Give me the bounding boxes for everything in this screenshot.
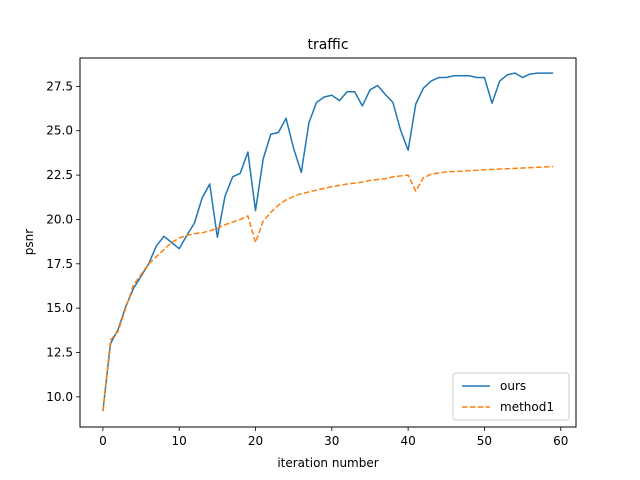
- y-axis-label: psnr: [22, 229, 36, 255]
- legend-label-ours: ours: [500, 379, 526, 393]
- x-tick-label: 50: [477, 434, 492, 448]
- y-tick-label: 27.5: [46, 79, 73, 93]
- plot-area: [102, 72, 554, 412]
- x-tick-label: 20: [248, 434, 263, 448]
- y-tick-label: 25.0: [46, 124, 73, 138]
- y-tick-label: 17.5: [46, 257, 73, 271]
- legend: ours method1: [452, 372, 570, 421]
- series-line-method1: [102, 165, 554, 412]
- axes-frame: [79, 57, 577, 428]
- x-axis-label: iteration number: [277, 456, 378, 470]
- y-tick-label: 12.5: [46, 345, 73, 359]
- series-line-ours: [102, 72, 554, 412]
- x-tick-label: 0: [99, 434, 107, 448]
- legend-box: [452, 372, 570, 421]
- legend-label-method1: method1: [500, 400, 554, 414]
- x-axis: 0 10 20 30 40 50 60: [99, 427, 568, 448]
- y-tick-label: 20.0: [46, 212, 73, 226]
- x-tick-label: 60: [553, 434, 568, 448]
- y-tick-label: 15.0: [46, 301, 73, 315]
- y-axis: 10.0 12.5 15.0 17.5 20.0 22.5 25.0 27.5: [46, 79, 80, 404]
- x-tick-label: 10: [172, 434, 187, 448]
- y-tick-label: 22.5: [46, 168, 73, 182]
- chart-title: traffic: [307, 37, 348, 53]
- x-tick-label: 40: [400, 434, 415, 448]
- x-tick-label: 30: [324, 434, 339, 448]
- y-tick-label: 10.0: [46, 390, 73, 404]
